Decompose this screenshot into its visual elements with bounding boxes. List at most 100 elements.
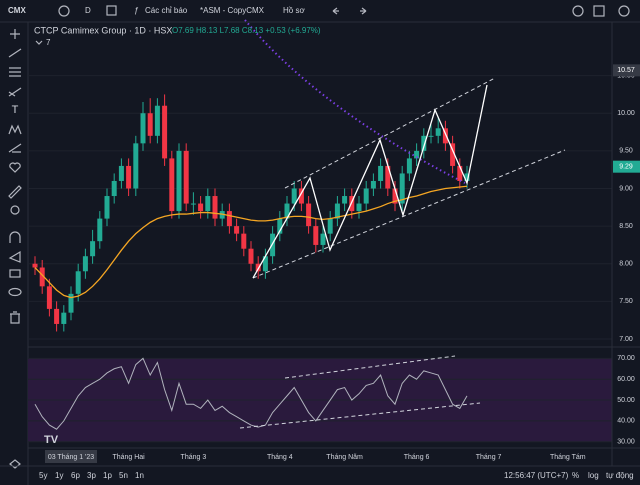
y-tick-label: 70.00 xyxy=(617,355,635,362)
fx-icon: ƒ xyxy=(134,6,139,15)
hide-tool[interactable] xyxy=(8,287,22,297)
candle-body xyxy=(392,188,398,204)
candle-body xyxy=(320,233,326,245)
candle-body xyxy=(327,218,333,234)
timeframe-button[interactable]: 1n xyxy=(135,471,144,480)
candle-body xyxy=(234,226,240,234)
trendline-tool[interactable] xyxy=(8,48,22,58)
crosshair-tool[interactable] xyxy=(10,29,20,39)
y-tick-label: 8.00 xyxy=(619,261,633,268)
y-tick-label: 7.00 xyxy=(619,336,633,343)
prediction-tool[interactable] xyxy=(8,143,22,153)
candle-body xyxy=(464,173,470,181)
y-tick-label: 10.00 xyxy=(617,110,635,117)
timeframe-button[interactable]: 6p xyxy=(71,471,80,480)
candle-body xyxy=(363,188,369,204)
candle-body xyxy=(169,158,175,212)
layout[interactable]: *ASM - CopyCMX xyxy=(200,6,265,15)
candle-body xyxy=(90,241,96,257)
snapshot[interactable] xyxy=(618,5,630,17)
rsi-line xyxy=(34,357,468,430)
candle-body xyxy=(342,196,348,204)
candle-body xyxy=(298,188,304,204)
candle-body xyxy=(414,150,420,159)
interval[interactable]: D xyxy=(85,6,91,15)
chart-style[interactable] xyxy=(106,5,117,16)
zoom-tool[interactable] xyxy=(10,205,20,215)
candle-body xyxy=(32,263,38,268)
candle-body xyxy=(248,248,254,264)
ruler-tool[interactable] xyxy=(8,185,22,199)
indicators[interactable]: Các chỉ báo xyxy=(145,6,188,15)
y-tick-label: 8.50 xyxy=(619,223,633,230)
fib-tool[interactable] xyxy=(9,67,21,77)
log-toggle[interactable]: log xyxy=(588,471,599,480)
candle-body xyxy=(133,143,139,189)
tv-logo: TV xyxy=(44,434,59,446)
moving-average xyxy=(34,185,468,299)
legend-ohlc: O7.69 H8.13 L7.68 C8.13 +0.53 (+6.97%) xyxy=(172,26,321,35)
candle-body xyxy=(226,211,232,227)
undo[interactable] xyxy=(332,7,339,15)
candle-body xyxy=(183,150,189,204)
candle-body xyxy=(126,165,132,189)
candle-body xyxy=(277,218,283,234)
rsi-channel-upper[interactable] xyxy=(284,355,456,379)
legend-title: CTCP Camimex Group · 1D · HSX xyxy=(34,25,172,35)
toolbar: T xyxy=(8,29,22,469)
xabcd-tool[interactable] xyxy=(8,124,22,135)
lock-tool[interactable] xyxy=(9,269,21,278)
add-symbol[interactable] xyxy=(58,5,70,17)
y-tick-label: 9.00 xyxy=(619,185,633,192)
curve-drawing[interactable] xyxy=(244,19,466,184)
candle-body xyxy=(291,188,297,204)
candle-body xyxy=(385,165,391,189)
profile[interactable]: Hồ sơ xyxy=(283,6,305,15)
y-tick-label: 7.50 xyxy=(619,298,633,305)
object-tree[interactable] xyxy=(9,459,21,469)
candle-body xyxy=(82,256,88,272)
timeframe-button[interactable]: 1p xyxy=(103,471,112,480)
magnet-tool[interactable] xyxy=(9,231,21,243)
fullscreen[interactable] xyxy=(593,5,605,17)
shapes-tool[interactable] xyxy=(9,162,21,173)
y-tick-label: 30.00 xyxy=(617,439,635,446)
timeframe-button[interactable]: 3p xyxy=(87,471,96,480)
timeframe-button[interactable]: 5n xyxy=(119,471,128,480)
text-tool-icon[interactable]: T xyxy=(12,104,19,116)
candle-body xyxy=(147,113,153,136)
pattern-tool[interactable] xyxy=(8,87,22,97)
x-tick-label: Tháng Hai xyxy=(112,454,145,461)
candle-body xyxy=(68,293,74,313)
x-tick-label: 03 Tháng 1 '23 xyxy=(48,454,94,461)
symbol[interactable]: CMX xyxy=(8,6,26,15)
channel-upper[interactable] xyxy=(284,77,496,189)
indicator-count[interactable]: 7 xyxy=(46,38,51,47)
candle-body xyxy=(198,203,204,212)
stay-drawing[interactable] xyxy=(8,250,21,263)
timeframe-button[interactable]: 1y xyxy=(55,471,63,480)
candle-body xyxy=(118,165,124,181)
candle-body xyxy=(378,165,384,181)
timeframe-button[interactable]: 5y xyxy=(39,471,47,480)
percent-toggle[interactable]: % xyxy=(572,471,579,480)
candle-body xyxy=(334,203,340,219)
candle-body xyxy=(262,256,268,272)
candle-body xyxy=(54,308,60,324)
candle-body xyxy=(306,203,312,227)
zigzag[interactable] xyxy=(252,84,488,279)
candle-body xyxy=(406,158,412,174)
auto-toggle[interactable]: tự động xyxy=(606,471,634,480)
candle-body xyxy=(450,143,456,166)
collapse-toggle[interactable] xyxy=(35,40,43,45)
candle-body xyxy=(457,165,463,181)
delete-tool[interactable] xyxy=(10,311,20,324)
rsi-channel-lower[interactable] xyxy=(239,402,481,429)
redo[interactable] xyxy=(360,7,367,15)
x-tick-label: Tháng 6 xyxy=(404,454,430,461)
candle-body xyxy=(370,180,376,189)
candle-body xyxy=(255,263,261,272)
channel-lower[interactable] xyxy=(252,149,566,279)
settings[interactable] xyxy=(572,5,584,17)
